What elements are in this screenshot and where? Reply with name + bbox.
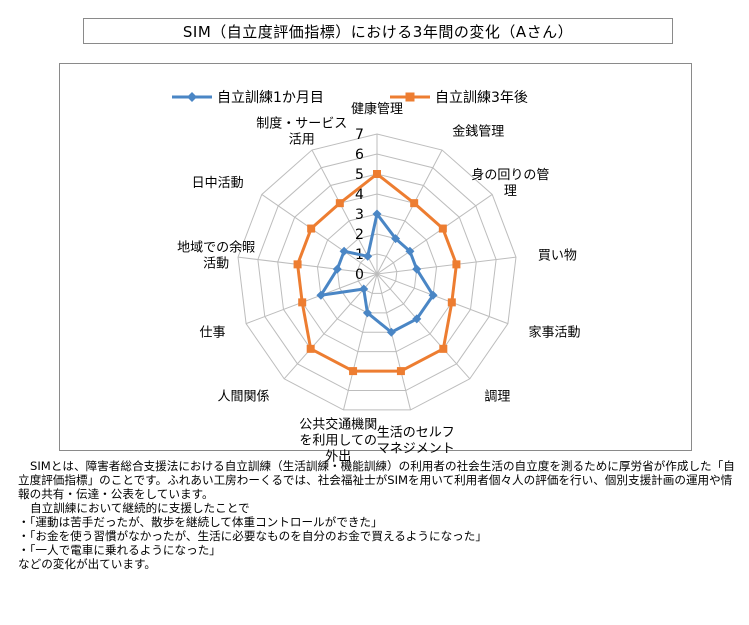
series-point-2 xyxy=(373,170,381,178)
radar-chart: 01234567健康管理金銭管理身の回りの管理買い物家事活動調理生活のセルフマネ… xyxy=(172,90,580,464)
category-label-line: を利用しての xyxy=(299,433,377,448)
category-label: 日中活動 xyxy=(192,176,244,191)
series-point-2 xyxy=(306,344,315,353)
category-label-line: 仕事 xyxy=(200,325,226,340)
series-point-1 xyxy=(362,308,372,318)
category-label: 健康管理 xyxy=(351,101,403,117)
series-point-1 xyxy=(363,251,373,261)
category-label-line: 理 xyxy=(504,184,517,199)
radar-spoke xyxy=(376,273,509,325)
description-bullet: ・「お金を使う習慣がなかったが、生活に必要なものを自分のお金で買えるようになった… xyxy=(18,529,487,543)
category-label-line: 買い物 xyxy=(538,248,577,263)
series-point-1 xyxy=(391,234,401,244)
series-point-2 xyxy=(439,344,448,353)
category-label-line: 家事活動 xyxy=(528,324,580,340)
radar-tick-label: 2 xyxy=(355,227,364,243)
category-label-line: 制度・サービス xyxy=(256,116,347,132)
radar-grid-ring xyxy=(237,133,517,411)
category-label: 仕事 xyxy=(200,325,226,340)
category-label-line: 公共交通機関 xyxy=(299,416,377,432)
series-point-1 xyxy=(359,284,369,294)
series-point-2 xyxy=(293,260,302,269)
category-label-line: 人間関係 xyxy=(218,389,270,404)
category-label: 人間関係 xyxy=(218,389,270,404)
category-label-line: マネジメント xyxy=(377,441,455,456)
series-point-2 xyxy=(335,199,344,208)
radar-tick-label: 6 xyxy=(355,147,364,163)
series-point-1 xyxy=(339,246,349,256)
category-label-line: 身の回りの管 xyxy=(471,167,549,183)
series-point-1 xyxy=(332,264,342,274)
category-label-line: 生活のセルフ xyxy=(377,425,455,440)
radar-spoke xyxy=(376,256,517,275)
radar-spoke xyxy=(283,273,378,380)
description-intro: 自立訓練において継続的に支援したことで xyxy=(30,501,250,515)
series-point-1 xyxy=(405,246,415,256)
series-point-2 xyxy=(410,199,419,208)
category-label-line: 外出 xyxy=(325,449,351,464)
category-label: 金銭管理 xyxy=(452,124,504,140)
radar-tick-label: 3 xyxy=(355,207,364,223)
chart-title-box: SIM（自立度評価指標）における3年間の変化（Aさん） xyxy=(83,18,673,44)
radar-tick-label: 7 xyxy=(355,127,364,143)
category-label: 調理 xyxy=(484,389,510,404)
radar-spoke xyxy=(343,273,378,411)
description-block: SIMとは、障害者総合支援法における自立訓練（生活訓練・機能訓練）の利用者の社会… xyxy=(18,459,736,571)
legend-label-2: 自立訓練3年後 xyxy=(435,90,528,106)
series-point-2 xyxy=(452,260,461,269)
radar-spoke xyxy=(237,256,378,275)
series-point-2 xyxy=(349,367,358,376)
description-bullet: ・「運動は苦手だったが、散歩を継続して体重コントロールができた」 xyxy=(18,515,383,529)
category-label-line: 活動 xyxy=(203,256,229,271)
radar-spoke xyxy=(376,273,411,411)
series-point-1 xyxy=(316,290,326,300)
legend-label-1: 自立訓練1か月目 xyxy=(217,90,324,106)
category-label-line: 調理 xyxy=(484,389,510,404)
series-point-1 xyxy=(412,264,422,274)
series-point-2 xyxy=(298,298,307,307)
series-point-1 xyxy=(412,314,422,324)
description-closing: などの変化が出ています。 xyxy=(18,557,156,571)
radar-grid-ring xyxy=(356,253,398,294)
series-point-2 xyxy=(438,224,447,233)
category-label: 家事活動 xyxy=(528,324,580,340)
series-point-2 xyxy=(447,298,456,307)
category-label-line: 健康管理 xyxy=(351,101,403,117)
chart-frame: 0 1 2 3 4 5 6 7 健康管理 金銭管理 身の回りの管理 買い物 家事活動 調理 生活のセルフマネ… xyxy=(59,63,692,464)
radar-grid-ring xyxy=(257,153,497,392)
radar-tick-label: 4 xyxy=(355,187,364,203)
chart-title: SIM（自立度評価指標）における3年間の変化（Aさん） xyxy=(182,22,574,41)
category-label-line: 金銭管理 xyxy=(452,124,504,140)
radar-spoke xyxy=(376,273,471,380)
description-paragraph: SIMとは、障害者総合支援法における自立訓練（生活訓練・機能訓練）の利用者の社会… xyxy=(18,459,735,501)
category-label: 地域での余暇活動 xyxy=(177,239,255,271)
radar-spoke xyxy=(376,149,443,275)
category-label: 公共交通機関を利用しての外出 xyxy=(299,416,377,464)
category-label-line: 日中活動 xyxy=(192,176,244,191)
series-line-2 xyxy=(296,172,458,373)
category-label: 生活のセルフマネジメント xyxy=(377,425,455,456)
radar-spoke xyxy=(376,194,493,275)
radar-spoke xyxy=(245,273,378,325)
legend-marker-2 xyxy=(405,92,415,102)
series-point-2 xyxy=(396,367,405,376)
category-label-line: 活用 xyxy=(289,133,315,148)
radar-grid-ring xyxy=(316,213,438,333)
description-bullet: ・「一人で電車に乗れるようになった」 xyxy=(18,543,221,557)
radar-tick-label: 0 xyxy=(355,267,364,283)
series-point-1 xyxy=(372,209,382,219)
series-point-1 xyxy=(428,290,438,300)
category-label: 買い物 xyxy=(538,248,577,263)
category-label-line: 地域での余暇 xyxy=(177,239,255,255)
series-point-2 xyxy=(307,224,316,233)
radar-spoke xyxy=(311,149,378,275)
series-point-1 xyxy=(386,327,396,337)
category-label: 制度・サービス活用 xyxy=(256,116,347,148)
radar-spoke xyxy=(261,194,378,275)
radar-tick-label: 5 xyxy=(355,167,364,183)
legend-marker-1 xyxy=(187,92,197,102)
category-label: 身の回りの管理 xyxy=(471,167,549,199)
